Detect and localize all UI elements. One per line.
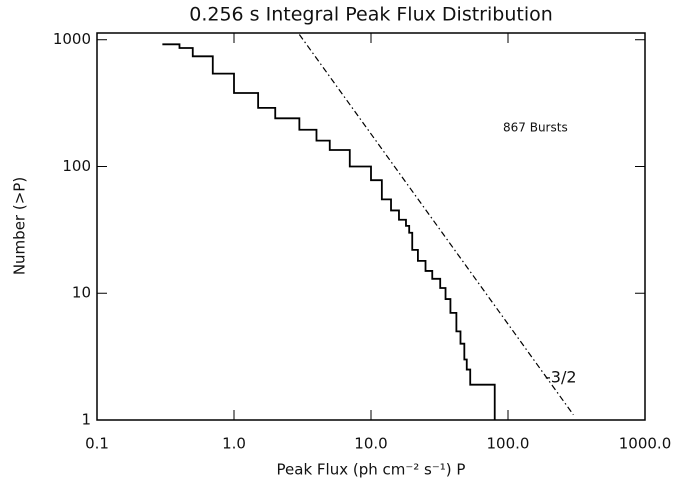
x-tick-label: 100.0	[487, 435, 530, 453]
x-tick-label: 0.1	[85, 435, 109, 453]
data-line	[298, 34, 574, 416]
plot-frame	[96, 32, 646, 421]
annotation: -3/2	[545, 368, 577, 387]
chart-title: 0.256 s Integral Peak Flux Distribution	[189, 4, 553, 26]
y-axis-label: Number (>P)	[11, 177, 29, 275]
annotation: 867 Bursts	[503, 121, 568, 135]
x-tick-label: 1.0	[222, 435, 246, 453]
x-tick-label: 1000.0	[619, 435, 672, 453]
x-tick-label: 10.0	[354, 435, 387, 453]
y-tick-label: 1	[81, 411, 91, 429]
y-tick-label: 100	[62, 157, 91, 175]
data-line	[162, 43, 496, 420]
y-tick-label: 1000	[53, 30, 91, 48]
y-tick-label: 10	[72, 284, 91, 302]
x-axis-label: Peak Flux (ph cm⁻² s⁻¹) P	[277, 461, 466, 479]
